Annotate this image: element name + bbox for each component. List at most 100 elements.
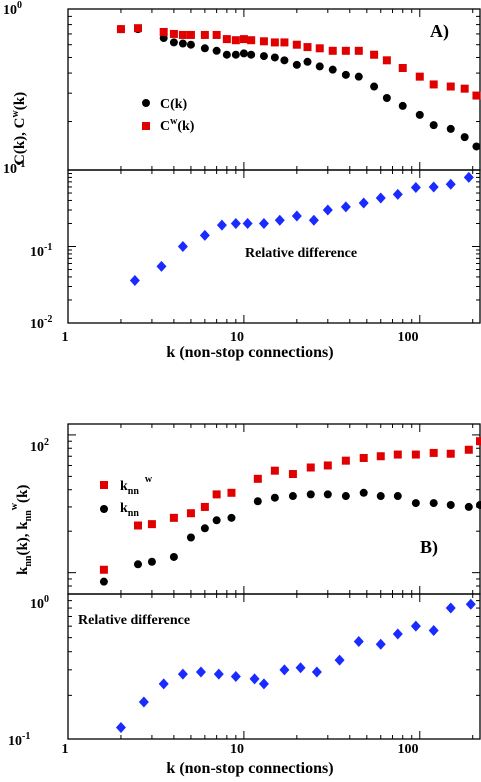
data-point-square [328,46,337,55]
data-point-circle [200,524,209,533]
data-point-circle [382,94,391,103]
data-point-circle [288,492,297,501]
data-point-square [231,36,240,45]
legend-label-knn-w: knnw [120,474,153,497]
data-point-diamond [392,628,403,640]
data-point-circle [147,557,156,566]
data-point-diamond [322,204,333,216]
data-point-circle [212,46,221,55]
x-axis-label: k (non-stop connections) [166,344,333,361]
data-point-diamond [358,197,369,209]
data-point-diamond [340,201,351,213]
data-point-square [464,445,473,454]
data-point-square [116,25,125,34]
data-point-circle [280,56,289,65]
legend-label-knn: knn [120,501,139,519]
y-tick-label-0-1: 10-1 [3,159,25,177]
data-point-square [303,43,312,52]
annotation-relative-difference: Relative difference [78,613,190,628]
x-axis-label: k (non-stop connections) [166,760,333,777]
x-tick-label-100: 100 [398,330,419,345]
data-point-square [288,470,297,479]
data-point-circle [186,40,195,49]
data-point-square [323,461,332,470]
data-point-square [270,38,279,47]
x-tick-label-1: 1 [62,330,69,345]
data-point-square [280,38,289,47]
data-point-square [393,450,402,459]
data-points [129,171,474,286]
data-point-square [476,437,481,446]
y-tick-label-0-1-mid: 10-1 [30,242,52,260]
legend-marker-square [142,122,150,130]
data-point-circle [370,82,379,91]
data-point-square [259,37,268,46]
data-point-circle [359,488,368,497]
y-tick-label-0-1: 10-1 [8,731,30,749]
data-point-square [253,474,262,483]
data-point-square [227,488,236,497]
data-point-square [178,30,187,39]
data-point-square [186,509,195,518]
data-point-circle [429,499,438,508]
y-axis-label: knn(k), knnw(k) [9,485,34,575]
data-point-circle [292,60,301,69]
data-point-diamond [258,217,269,229]
data-point-diamond [463,171,474,183]
legend-label-c: C(k) [160,97,188,112]
data-point-circle [460,133,469,142]
data-point-circle [341,70,350,79]
data-point-square [306,463,315,472]
data-point-diamond [295,662,306,674]
data-point-circle [429,121,438,130]
data-point-circle [328,65,337,74]
data-point-circle [464,502,473,511]
panel-b-knn: 102 B) knn(k), knnw(k) knnw knn [9,423,481,595]
data-point-square [359,453,368,462]
data-point-diamond [177,668,188,680]
data-point-square [239,35,248,44]
data-point-diamond [213,668,224,680]
data-point-diamond [115,722,126,734]
legend: knnw knn [100,474,153,519]
panel-label-b: B) [420,537,438,558]
data-point-square [446,82,455,91]
data-point-square [370,50,379,59]
x-tick-label-10: 10 [230,742,244,757]
data-point-square [354,46,363,55]
data-point-square [382,56,391,65]
data-point-diamond [129,274,140,286]
data-point-circle [270,493,279,502]
data-point-square [99,565,108,574]
panel-label-a: A) [430,21,449,42]
data-point-square [200,502,209,511]
data-point-diamond [353,636,364,648]
panel-a-clustering: 100 A) C(k), Cw(k) C(k) Cw(k) [3,0,481,171]
data-point-diamond [291,210,302,222]
data-point-diamond [216,219,227,231]
data-point-square [212,490,221,499]
data-point-circle [178,39,187,48]
data-point-diamond [375,192,386,204]
data-point-circle [303,57,312,66]
data-point-square [159,27,168,36]
data-point-circle [99,577,108,586]
data-point-diamond [334,654,345,666]
data-point-square [460,84,469,93]
data-point-diamond [410,620,421,632]
tick-marks [67,593,480,740]
data-point-circle [133,560,142,569]
data-point-square [222,35,231,44]
data-point-square [315,44,324,53]
data-point-square [133,521,142,530]
data-point-square [247,36,256,45]
data-point-circle [231,50,240,59]
legend-label-cw: Cw(k) [160,116,195,134]
data-point-square [398,64,407,73]
tick-marks [67,424,480,595]
data-point-circle [227,513,236,522]
legend-marker-circle [142,99,150,107]
data-point-square [429,80,438,89]
